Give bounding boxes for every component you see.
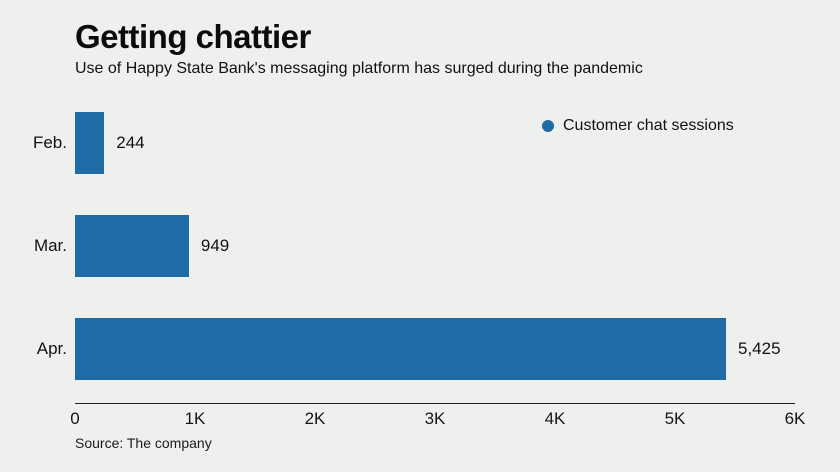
chart-subtitle: Use of Happy State Bank's messaging plat… — [75, 60, 643, 77]
category-label: Apr. — [36, 339, 67, 358]
value-label: 5,425 — [738, 339, 781, 358]
value-label: 949 — [200, 236, 230, 255]
x-tick-label: 6K — [784, 409, 806, 428]
legend-label: Customer chat sessions — [563, 117, 734, 134]
value-label: 244 — [116, 133, 145, 152]
x-axis-line — [75, 403, 795, 404]
bar-apr — [75, 318, 726, 380]
x-tick-label: 1K — [184, 409, 206, 428]
bar-feb — [75, 112, 105, 174]
category-label: Feb. — [32, 133, 67, 152]
chart-title: Getting chattier — [75, 18, 311, 55]
legend-marker-icon — [542, 120, 554, 132]
category-label: Mar. — [33, 236, 67, 255]
x-tick-label: 4K — [544, 409, 566, 428]
x-tick-label: 2K — [304, 409, 326, 428]
legend: Customer chat sessions — [542, 117, 734, 135]
bar-row-feb: Feb. 244 — [33, 112, 795, 174]
x-tick-label: 0 — [70, 409, 80, 428]
source-note: Source: The company — [75, 435, 212, 451]
bar-chart: Feb. 244 Mar. 949 Apr. 5,425 0 1K 2K 3K … — [33, 112, 805, 428]
x-tick-label: 5K — [664, 409, 686, 428]
bar-row-mar: Mar. 949 — [34, 215, 795, 277]
bar-row-apr: Apr. 5,425 — [37, 318, 795, 380]
x-tick-label: 3K — [424, 409, 446, 428]
bar-mar — [75, 215, 189, 277]
